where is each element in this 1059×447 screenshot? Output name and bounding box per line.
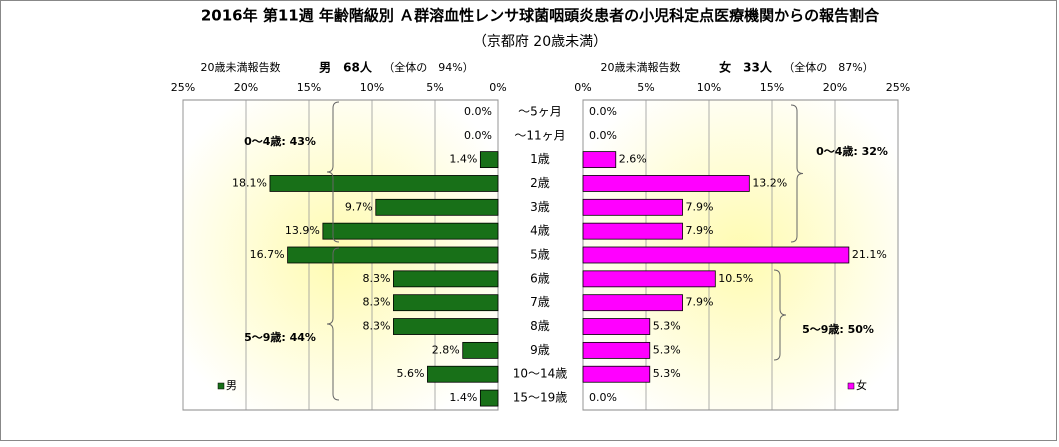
category-label: 8歳 bbox=[530, 319, 550, 333]
category-label: 3歳 bbox=[530, 200, 550, 214]
legend-label: 女 bbox=[856, 378, 867, 392]
bar bbox=[582, 294, 683, 312]
x-tick-label: 25% bbox=[886, 81, 910, 94]
value-label: 8.3% bbox=[362, 296, 390, 309]
value-label: 5.6% bbox=[396, 367, 424, 380]
count-text: 男 68人 bbox=[319, 60, 373, 75]
bar bbox=[479, 151, 499, 169]
bar bbox=[582, 341, 651, 359]
category-label: 4歳 bbox=[530, 224, 550, 238]
bar bbox=[287, 246, 499, 264]
legend-swatch bbox=[217, 382, 225, 390]
category-label: 1歳 bbox=[530, 152, 550, 166]
value-label: 5.3% bbox=[653, 343, 681, 356]
category-label: 7歳 bbox=[530, 295, 550, 309]
chart-subtitle: （京都府 20歳未満） bbox=[473, 34, 607, 50]
bar bbox=[393, 270, 499, 288]
bar bbox=[582, 198, 683, 216]
bar bbox=[322, 222, 499, 240]
category-label: 15～19歳 bbox=[513, 391, 568, 405]
value-label: 7.9% bbox=[686, 296, 714, 309]
value-label: 5.3% bbox=[653, 367, 681, 380]
value-label: 7.9% bbox=[686, 224, 714, 237]
value-label: 16.7% bbox=[250, 248, 285, 261]
value-label: 13.2% bbox=[752, 176, 787, 189]
bracket bbox=[790, 104, 804, 243]
bar bbox=[393, 318, 499, 335]
legend-swatch bbox=[847, 382, 855, 390]
annotation: 5～9歳: 44% bbox=[244, 330, 316, 344]
bar bbox=[479, 389, 499, 407]
value-label: 8.3% bbox=[362, 320, 390, 333]
x-tick-label: 10% bbox=[360, 81, 384, 94]
value-label: 10.5% bbox=[718, 272, 753, 285]
count-label: 20歳未満報告数 bbox=[601, 61, 681, 74]
value-label: 1.4% bbox=[449, 153, 477, 166]
value-label: 2.8% bbox=[432, 343, 460, 356]
bar bbox=[427, 365, 499, 383]
x-tick-label: 5% bbox=[637, 81, 654, 94]
x-tick-label: 15% bbox=[760, 81, 784, 94]
value-label: 8.3% bbox=[362, 272, 390, 285]
bar bbox=[582, 175, 750, 192]
annotation: 0～4歳: 32% bbox=[816, 144, 888, 158]
x-tick-label: 20% bbox=[234, 81, 258, 94]
x-tick-label: 25% bbox=[171, 81, 195, 94]
x-tick-label: 0% bbox=[489, 81, 506, 94]
value-label: 0.0% bbox=[464, 105, 492, 118]
legend-label: 男 bbox=[226, 379, 237, 392]
value-label: 0.0% bbox=[589, 129, 617, 142]
category-label: ～5ヶ月 bbox=[518, 104, 562, 118]
bar bbox=[269, 175, 499, 192]
x-tick-label: 15% bbox=[297, 81, 321, 94]
bar bbox=[582, 318, 651, 335]
annotation: 5～9歳: 50% bbox=[802, 322, 874, 336]
value-label: 9.7% bbox=[345, 200, 373, 213]
bar bbox=[393, 294, 499, 312]
count-label: 20歳未満報告数 bbox=[201, 61, 281, 74]
bar bbox=[375, 198, 499, 216]
share-text: （全体の 94%） bbox=[383, 60, 473, 74]
x-tick-label: 0% bbox=[574, 81, 591, 94]
value-label: 2.6% bbox=[619, 153, 647, 166]
value-label: 1.4% bbox=[449, 391, 477, 404]
x-tick-label: 10% bbox=[697, 81, 721, 94]
bracket bbox=[773, 269, 787, 361]
category-label: ～11ヶ月 bbox=[514, 128, 565, 142]
value-label: 0.0% bbox=[464, 129, 492, 142]
value-label: 18.1% bbox=[232, 176, 267, 189]
chart-title: 2016年 第11週 年齢階級別 Ａ群溶血性レンサ球菌咽頭炎患者の小児科定点医療… bbox=[201, 7, 880, 25]
bar bbox=[582, 270, 716, 288]
value-label: 21.1% bbox=[852, 248, 887, 261]
count-text: 女 33人 bbox=[719, 60, 773, 75]
category-label: 10～14歳 bbox=[513, 367, 568, 381]
value-label: 13.9% bbox=[285, 224, 320, 237]
share-text: （全体の 87%） bbox=[783, 60, 873, 74]
bar bbox=[462, 341, 499, 359]
category-label: 5歳 bbox=[530, 248, 550, 262]
x-tick-label: 20% bbox=[823, 81, 847, 94]
value-label: 5.3% bbox=[653, 320, 681, 333]
bar bbox=[582, 365, 651, 383]
value-label: 0.0% bbox=[589, 105, 617, 118]
value-label: 7.9% bbox=[686, 200, 714, 213]
category-label: 9歳 bbox=[530, 343, 550, 357]
bracket bbox=[326, 247, 340, 401]
category-label: 2歳 bbox=[530, 176, 550, 190]
bar bbox=[582, 222, 683, 240]
bar bbox=[582, 246, 850, 264]
value-label: 0.0% bbox=[589, 391, 617, 404]
bracket bbox=[326, 101, 340, 243]
x-tick-label: 5% bbox=[426, 81, 443, 94]
bar bbox=[582, 151, 617, 169]
category-label: 6歳 bbox=[530, 271, 550, 285]
annotation: 0～4歳: 43% bbox=[244, 134, 316, 148]
